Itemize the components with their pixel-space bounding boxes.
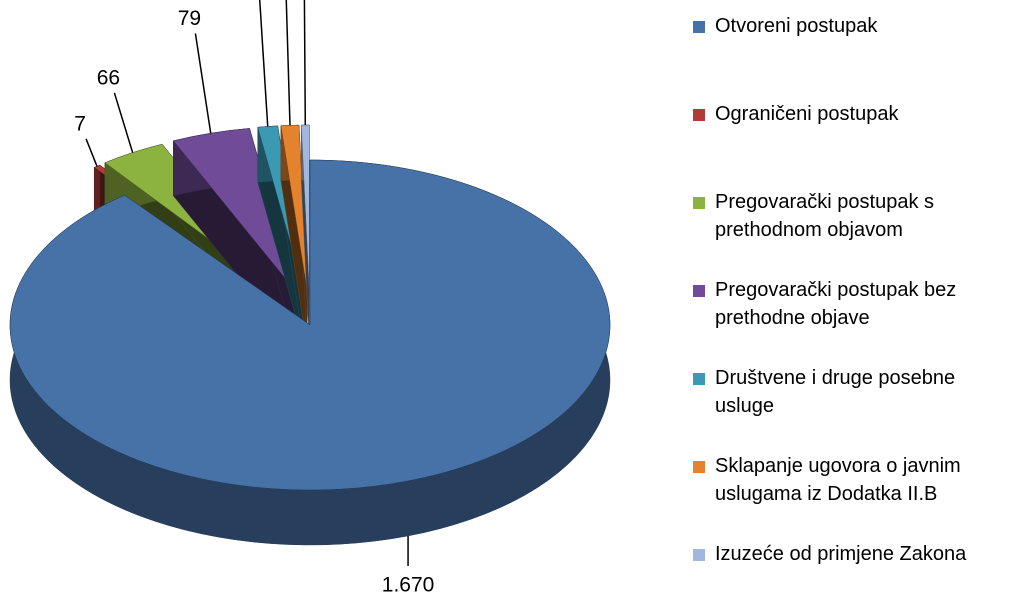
- slice: [9, 159, 611, 546]
- legend-item: Društvene i druge posebne usluge: [693, 364, 1018, 420]
- legend-label: Izuzeće od primjene Zakona: [715, 543, 967, 565]
- slice: [300, 124, 310, 346]
- legend-swatch: [693, 461, 705, 473]
- legend-label: Pregovarački postupak s prethodnom objav…: [715, 191, 935, 241]
- legend-item: Pregovarački postupak bez prethodne obja…: [693, 276, 1018, 332]
- legend-item: Pregovarački postupak s prethodnom objav…: [693, 188, 1018, 244]
- legend-swatch: [693, 109, 705, 121]
- legend-swatch: [693, 285, 705, 297]
- data-label: 66: [97, 66, 120, 89]
- slice-top: [280, 124, 308, 291]
- legend-label: Ograničeni postupak: [715, 103, 899, 125]
- chart: 1.6707667920188: [9, 0, 611, 596]
- leader-line: [194, 33, 212, 134]
- legend-item: Ograničeni postupak: [693, 100, 898, 128]
- slice-top: [172, 128, 297, 292]
- leader-line: [303, 0, 307, 126]
- legend-label: Sklapanje ugovora o javnim uslugama iz D…: [715, 455, 961, 505]
- legend-item: Sklapanje ugovora o javnim uslugama iz D…: [693, 452, 1018, 508]
- legend-label: Otvoreni postupak: [715, 15, 878, 37]
- data-label: 7: [74, 112, 86, 135]
- legend-swatch: [693, 373, 705, 385]
- slice-top: [9, 159, 611, 491]
- data-label: 1.670: [382, 573, 435, 596]
- legend-item: Izuzeće od primjene Zakona: [693, 540, 966, 568]
- legend-swatch: [693, 549, 705, 561]
- data-label: 79: [178, 7, 201, 30]
- legend-item: Otvoreni postupak: [693, 12, 877, 40]
- leader-line: [258, 0, 269, 127]
- legend-label: Društvene i druge posebne usluge: [715, 367, 956, 417]
- legend-swatch: [693, 197, 705, 209]
- leader-line: [85, 138, 98, 167]
- legend-swatch: [693, 21, 705, 33]
- leader-line: [285, 0, 291, 126]
- leader-line: [113, 92, 134, 153]
- legend-label: Pregovarački postupak bez prethodne obja…: [715, 279, 957, 329]
